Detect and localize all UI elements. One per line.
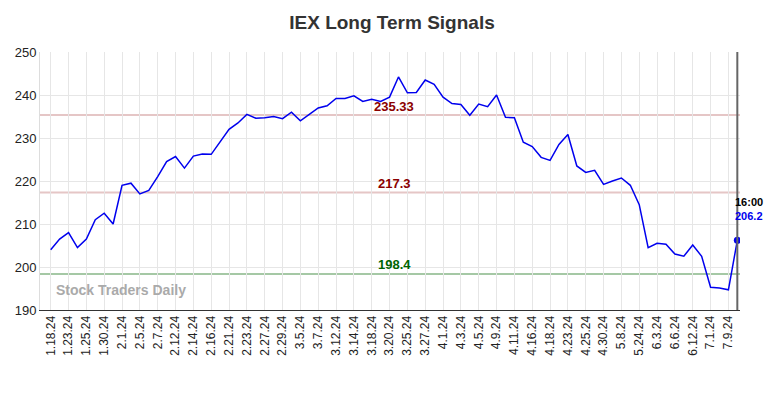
svg-text:198.4: 198.4 — [378, 257, 411, 272]
svg-text:Stock Traders Daily: Stock Traders Daily — [56, 282, 186, 298]
svg-text:IEX Long Term Signals: IEX Long Term Signals — [289, 12, 495, 33]
svg-text:1.18.24: 1.18.24 — [44, 315, 58, 355]
svg-text:16:00: 16:00 — [735, 196, 763, 208]
svg-text:4.30.24: 4.30.24 — [596, 315, 610, 355]
svg-text:206.2: 206.2 — [735, 210, 763, 222]
svg-text:2.21.24: 2.21.24 — [222, 315, 236, 355]
svg-text:1.23.24: 1.23.24 — [61, 315, 75, 355]
svg-text:4.3.24: 4.3.24 — [454, 315, 468, 349]
svg-text:2.14.24: 2.14.24 — [186, 315, 200, 355]
svg-text:3.14.24: 3.14.24 — [347, 315, 361, 355]
svg-text:4.18.24: 4.18.24 — [543, 315, 557, 355]
svg-text:217.3: 217.3 — [378, 176, 411, 191]
svg-text:3.25.24: 3.25.24 — [400, 315, 414, 355]
svg-text:190: 190 — [15, 303, 37, 318]
svg-text:235.33: 235.33 — [374, 99, 414, 114]
svg-text:7.1.24: 7.1.24 — [703, 315, 717, 349]
svg-text:230: 230 — [15, 131, 37, 146]
svg-text:6.3.24: 6.3.24 — [650, 315, 664, 349]
svg-text:200: 200 — [15, 260, 37, 275]
svg-text:3.7.24: 3.7.24 — [311, 315, 325, 349]
svg-text:2.23.24: 2.23.24 — [240, 315, 254, 355]
svg-text:5.8.24: 5.8.24 — [614, 315, 628, 349]
svg-text:1.30.24: 1.30.24 — [97, 315, 111, 355]
svg-text:2.5.24: 2.5.24 — [133, 315, 147, 349]
svg-text:1.25.24: 1.25.24 — [79, 315, 93, 355]
svg-text:7.9.24: 7.9.24 — [721, 315, 735, 349]
svg-text:240: 240 — [15, 88, 37, 103]
svg-text:2.29.24: 2.29.24 — [275, 315, 289, 355]
svg-text:6.12.24: 6.12.24 — [686, 315, 700, 355]
svg-text:2.7.24: 2.7.24 — [151, 315, 165, 349]
svg-text:4.23.24: 4.23.24 — [561, 315, 575, 355]
svg-text:2.27.24: 2.27.24 — [258, 315, 272, 355]
svg-text:210: 210 — [15, 217, 37, 232]
svg-text:4.9.24: 4.9.24 — [489, 315, 503, 349]
svg-text:250: 250 — [15, 45, 37, 60]
svg-text:6.6.24: 6.6.24 — [668, 315, 682, 349]
svg-text:2.1.24: 2.1.24 — [115, 315, 129, 349]
svg-text:5.24.24: 5.24.24 — [632, 315, 646, 355]
svg-text:2.16.24: 2.16.24 — [204, 315, 218, 355]
svg-text:4.16.24: 4.16.24 — [525, 315, 539, 355]
svg-text:3.27.24: 3.27.24 — [418, 315, 432, 355]
svg-text:4.1.24: 4.1.24 — [436, 315, 450, 349]
svg-text:4.25.24: 4.25.24 — [579, 315, 593, 355]
svg-text:4.11.24: 4.11.24 — [507, 315, 521, 354]
svg-text:3.20.24: 3.20.24 — [382, 315, 396, 355]
svg-text:3.5.24: 3.5.24 — [293, 315, 307, 349]
svg-text:3.18.24: 3.18.24 — [365, 315, 379, 355]
svg-text:220: 220 — [15, 174, 37, 189]
svg-text:2.12.24: 2.12.24 — [168, 315, 182, 355]
svg-text:4.5.24: 4.5.24 — [472, 315, 486, 349]
svg-text:3.12.24: 3.12.24 — [329, 315, 343, 355]
